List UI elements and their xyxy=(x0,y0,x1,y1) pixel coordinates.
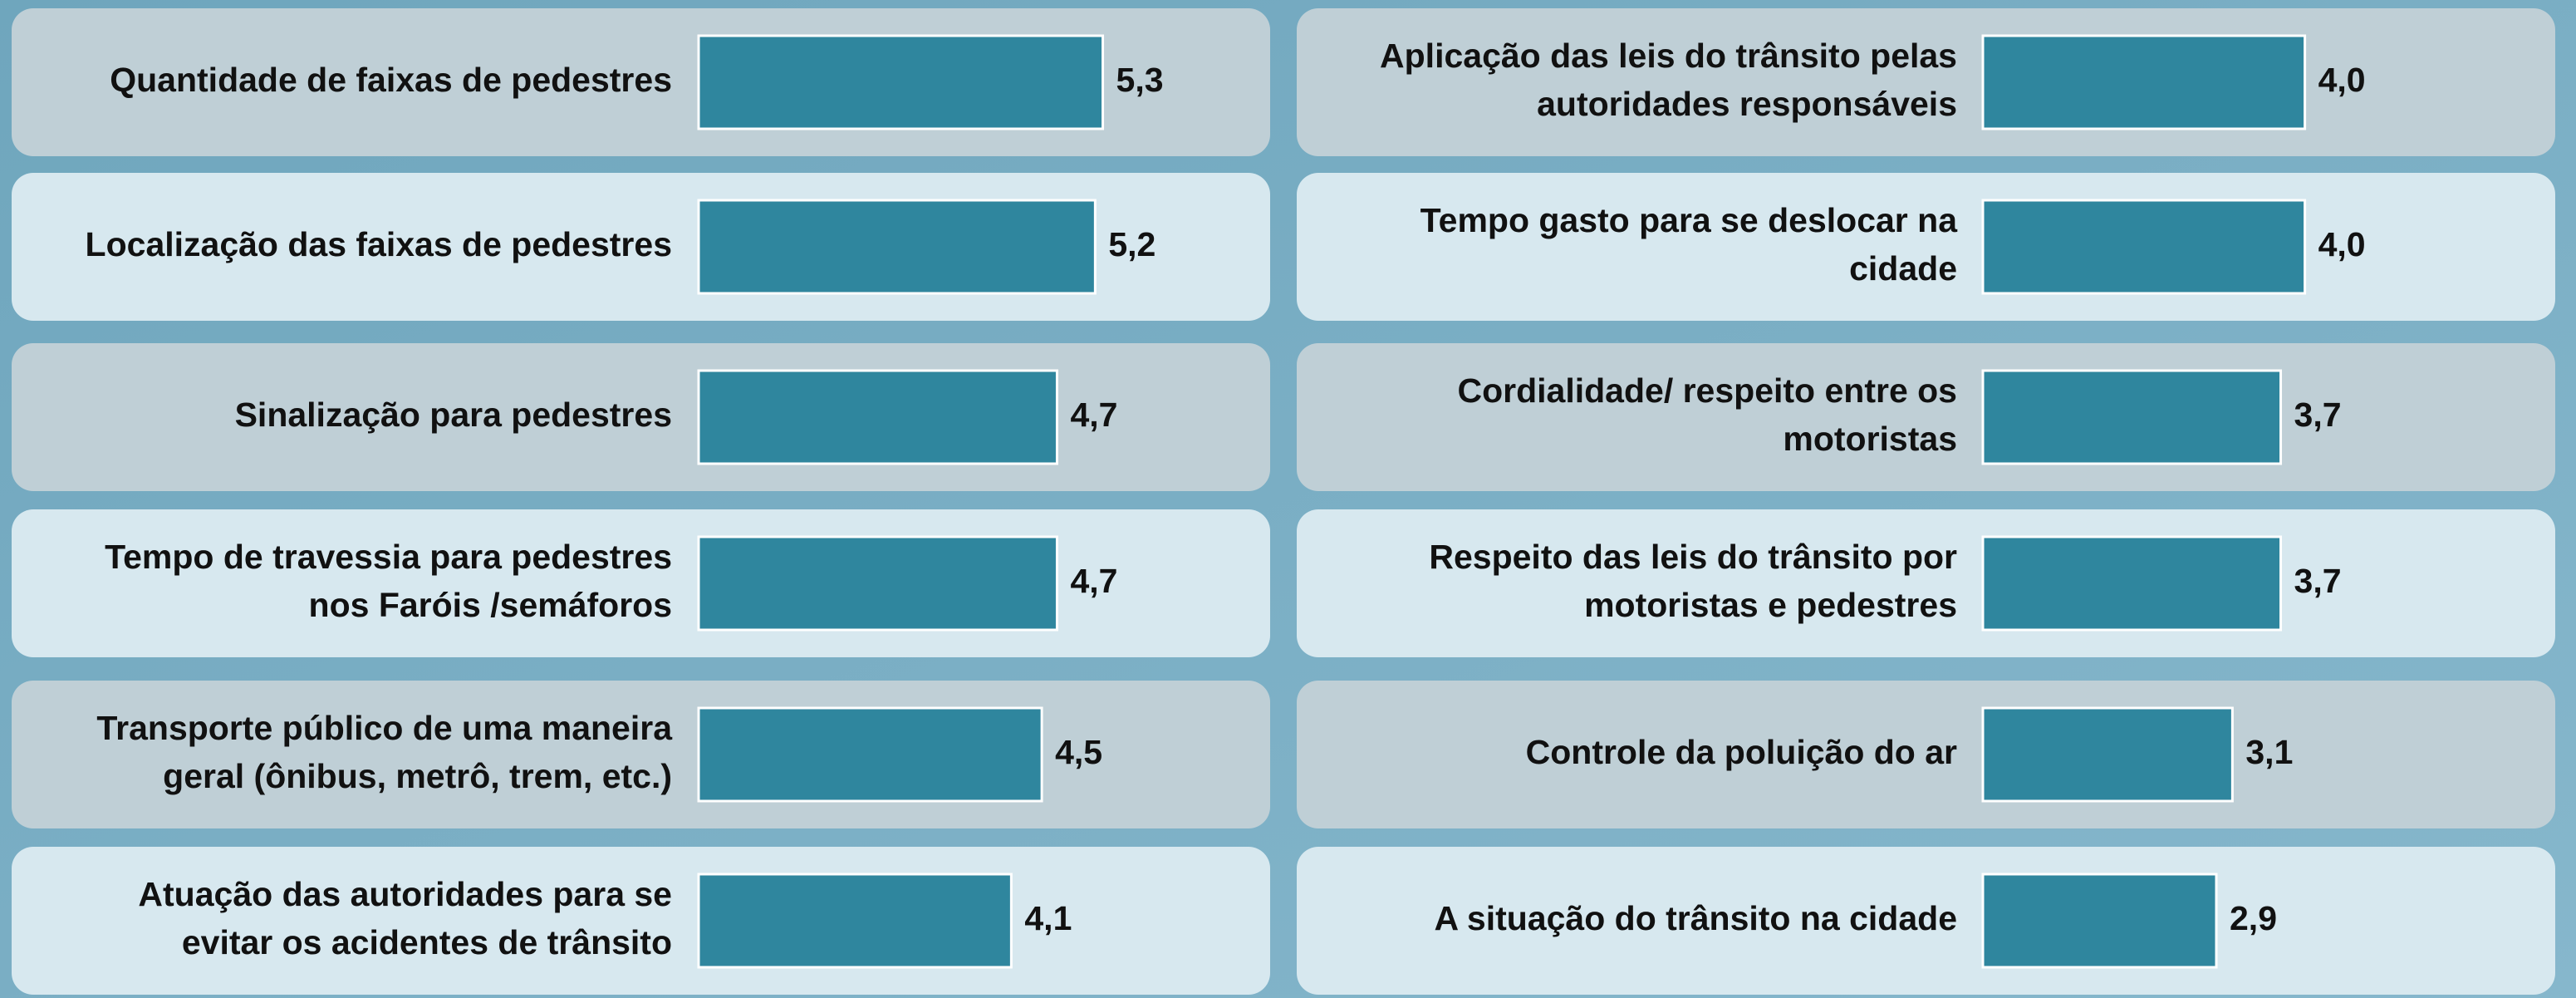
bar xyxy=(1981,535,2283,632)
category-label: evitar os acidentes de trânsito xyxy=(182,923,672,961)
category-label: A situação do trânsito na cidade xyxy=(1434,899,1957,937)
category-label: motoristas e pedestres xyxy=(1584,586,1957,624)
category-label: Sinalização para pedestres xyxy=(235,396,672,434)
value-label: 5,3 xyxy=(1116,61,1164,99)
bar xyxy=(1981,873,2218,969)
category-label: Atuação das autoridades para se xyxy=(138,875,672,913)
bar xyxy=(697,199,1097,295)
category-label: nos Faróis /semáforos xyxy=(309,586,672,624)
value-label: 4,7 xyxy=(1070,396,1117,434)
category-label: Quantidade de faixas de pedestres xyxy=(110,61,672,99)
value-label: 4,5 xyxy=(1055,733,1102,771)
category-label: Controle da poluição do ar xyxy=(1526,733,1957,771)
value-label: 4,7 xyxy=(1070,562,1117,600)
category-label: autoridades responsáveis xyxy=(1537,85,1957,123)
value-label: 5,2 xyxy=(1108,225,1156,263)
category-label: geral (ônibus, metrô, trem, etc.) xyxy=(163,757,672,795)
value-label: 3,7 xyxy=(2294,562,2342,600)
row-box xyxy=(1297,173,2555,321)
row-box xyxy=(1297,8,2555,156)
category-label: Localização das faixas de pedestres xyxy=(86,225,672,263)
row-box xyxy=(1297,847,2555,995)
category-label: Aplicação das leis do trânsito pelas xyxy=(1380,37,1957,75)
category-label: Cordialidade/ respeito entre os xyxy=(1458,371,1958,410)
category-label: Tempo gasto para se deslocar na xyxy=(1420,201,1959,239)
bar xyxy=(1981,34,2307,130)
bar xyxy=(1981,369,2283,465)
category-label: Transporte público de uma maneira xyxy=(96,709,673,747)
bar xyxy=(697,706,1043,803)
value-label: 2,9 xyxy=(2230,899,2277,937)
bar xyxy=(697,369,1058,465)
row-box xyxy=(1297,509,2555,657)
row-box xyxy=(12,847,1270,995)
category-label: cidade xyxy=(1849,249,1957,288)
bar xyxy=(1981,199,2307,295)
bar xyxy=(697,34,1105,130)
value-label: 4,1 xyxy=(1024,899,1072,937)
bar xyxy=(697,535,1058,632)
bar xyxy=(1981,706,2234,803)
category-label: Respeito das leis do trânsito por xyxy=(1429,538,1957,576)
category-label: Tempo de travessia para pedestres xyxy=(105,538,672,576)
row-box xyxy=(1297,343,2555,491)
category-label: motoristas xyxy=(1783,420,1957,458)
value-label: 3,1 xyxy=(2245,733,2293,771)
row-box xyxy=(1297,681,2555,828)
value-label: 3,7 xyxy=(2294,396,2342,434)
value-label: 4,0 xyxy=(2318,225,2366,263)
bar xyxy=(697,873,1013,969)
value-label: 4,0 xyxy=(2318,61,2366,99)
